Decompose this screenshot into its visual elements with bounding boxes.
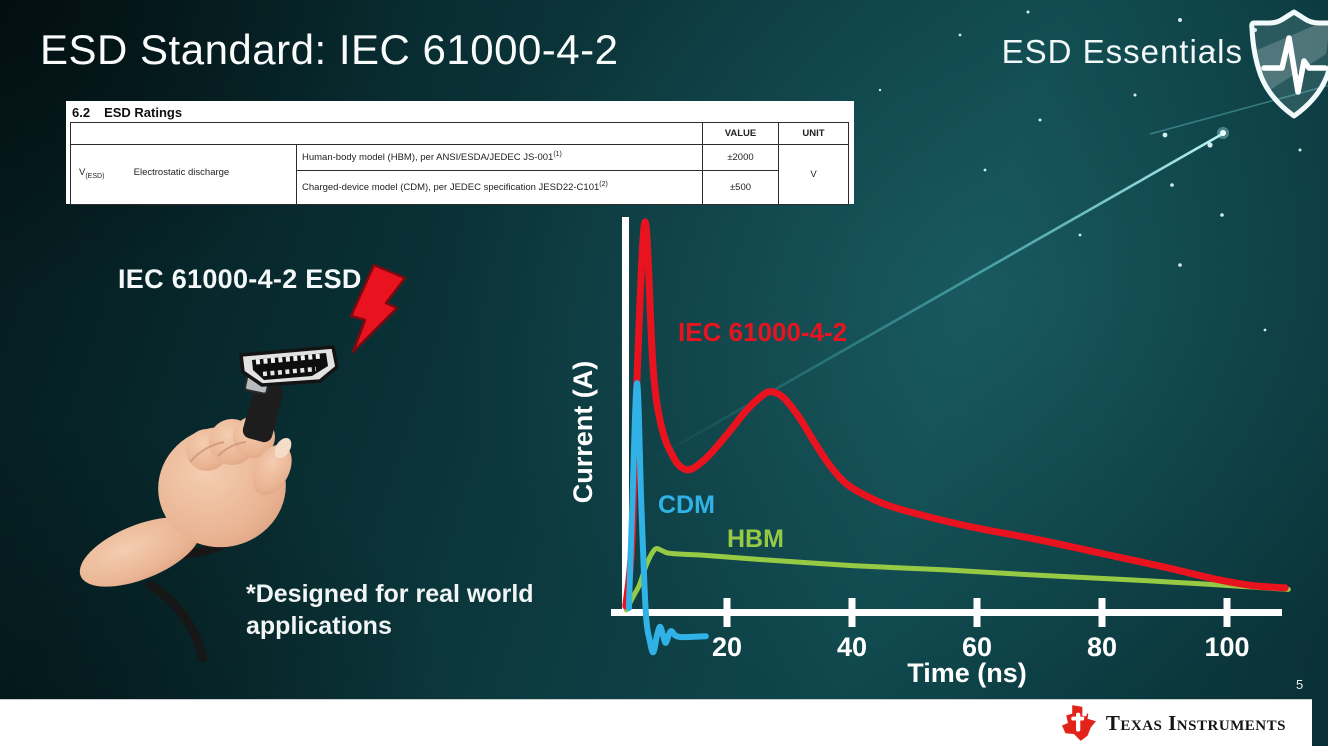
table-header-row: VALUE UNIT <box>70 122 849 145</box>
section-title: ESD Ratings <box>104 105 183 120</box>
section-number: 6.2 <box>72 105 91 120</box>
footer-bar: Texas Instruments <box>0 699 1312 746</box>
footnote: *Designed for real world applications <box>246 580 534 640</box>
page-number: 5 <box>1296 677 1304 692</box>
header-empty-cell <box>70 122 703 145</box>
parameter-cell: V(ESD) Electrostatic discharge <box>70 144 297 205</box>
brand-label: ESD Essentials <box>1001 33 1243 70</box>
parameter-label: Electrostatic discharge <box>133 167 230 179</box>
shield-pulse-icon <box>1249 9 1328 119</box>
illustration-label: IEC 61000-4-2 ESD <box>118 264 362 294</box>
table-row: Charged-device model (CDM), per JEDEC sp… <box>71 170 849 205</box>
page-title: ESD Standard: IEC 61000-4-2 <box>40 26 619 73</box>
hbm-description: Human-body model (HBM), per ANSI/ESDA/JE… <box>296 144 703 171</box>
table-section-heading: 6.2 ESD Ratings <box>70 104 850 122</box>
unit-cell: V <box>778 144 849 205</box>
ti-bug-icon <box>1061 705 1096 741</box>
parameter-symbol: V(ESD) <box>79 167 105 181</box>
cdm-value: ±500 <box>702 170 779 205</box>
esd-ratings-panel: 6.2 ESD Ratings VALUE UNIT V(ESD) Electro… <box>66 101 854 205</box>
hbm-value: ±2000 <box>702 144 779 171</box>
esd-ratings-table: VALUE UNIT V(ESD) Electrostatic discharg… <box>70 122 849 205</box>
footer-company: Texas Instruments <box>1105 710 1286 735</box>
cdm-description: Charged-device model (CDM), per JEDEC sp… <box>296 170 703 205</box>
header-unit: UNIT <box>778 122 849 145</box>
table-row: V(ESD) Electrostatic discharge Human-bod… <box>70 144 849 205</box>
header-value: VALUE <box>702 122 779 145</box>
